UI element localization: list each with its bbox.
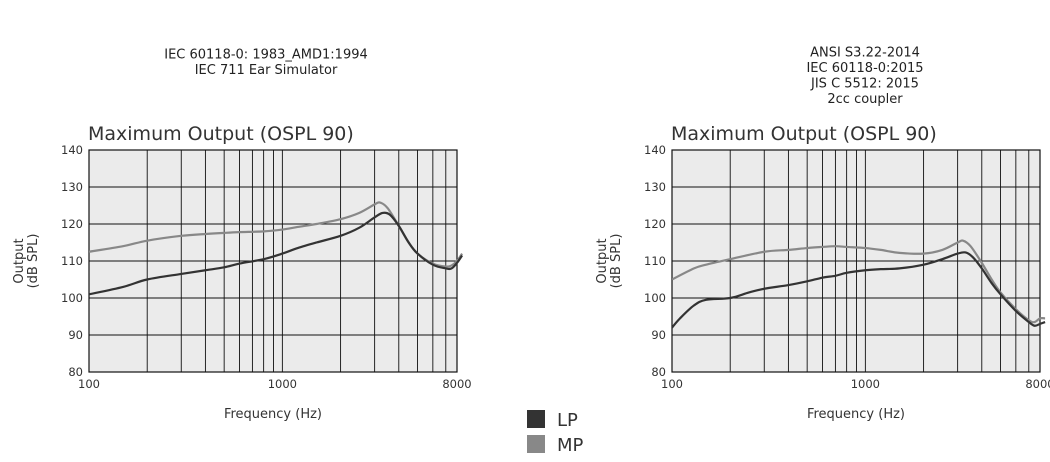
- plot-frame: [671, 149, 1041, 373]
- legend-label-mp: MP: [557, 435, 584, 456]
- y-axis-label: Output(dB SPL): [12, 234, 41, 289]
- series-line-mp: [672, 239, 1046, 324]
- standard-line: ANSI S3.22-2014: [810, 46, 920, 61]
- y-tick-label: 120: [644, 217, 666, 231]
- y-tick-label: 140: [61, 143, 83, 157]
- y-axis-label-line: (dB SPL): [26, 234, 41, 289]
- y-tick-label: 120: [61, 217, 83, 231]
- y-axis-label: Output(dB SPL): [595, 234, 624, 289]
- legend-swatch-lp: [527, 410, 545, 428]
- x-tick-label: 100: [78, 377, 100, 391]
- standard-line: JIS C 5512: 2015: [810, 77, 919, 92]
- x-tick-label: 8000: [1025, 377, 1050, 391]
- chart-title: Maximum Output (OSPL 90): [88, 123, 354, 145]
- standard-line: IEC 711 Ear Simulator: [195, 63, 338, 78]
- standard-line: IEC 60118-0:2015: [806, 61, 923, 76]
- legend-label-lp: LP: [557, 410, 578, 431]
- y-tick-label: 130: [61, 180, 83, 194]
- y-axis-label-line: Output: [595, 238, 610, 283]
- legend: LP MP: [527, 410, 584, 456]
- standard-line: 2cc coupler: [827, 92, 903, 107]
- x-tick-label: 1000: [851, 377, 880, 391]
- y-tick-label: 130: [644, 180, 666, 194]
- y-tick-label: 90: [651, 328, 666, 342]
- y-tick-label: 140: [644, 143, 666, 157]
- x-axis-label: Frequency (Hz): [224, 407, 322, 422]
- y-tick-label: 80: [651, 365, 666, 379]
- y-tick-label: 110: [61, 254, 83, 268]
- x-tick-label: 1000: [268, 377, 297, 391]
- series-line-lp: [672, 251, 1046, 329]
- series-line-lp: [89, 211, 463, 296]
- x-tick-label: 100: [661, 377, 683, 391]
- y-axis-label-line: Output: [12, 238, 27, 283]
- standard-line: IEC 60118-0: 1983_AMD1:1994: [164, 48, 368, 63]
- x-axis-label: Frequency (Hz): [807, 407, 905, 422]
- y-tick-label: 100: [61, 291, 83, 305]
- y-tick-label: 110: [644, 254, 666, 268]
- legend-swatch-mp: [527, 435, 545, 453]
- y-axis-label-line: (dB SPL): [609, 234, 624, 289]
- y-tick-label: 80: [68, 365, 83, 379]
- x-tick-label: 8000: [442, 377, 471, 391]
- chart-title: Maximum Output (OSPL 90): [671, 123, 937, 145]
- y-tick-label: 90: [68, 328, 83, 342]
- y-tick-label: 100: [644, 291, 666, 305]
